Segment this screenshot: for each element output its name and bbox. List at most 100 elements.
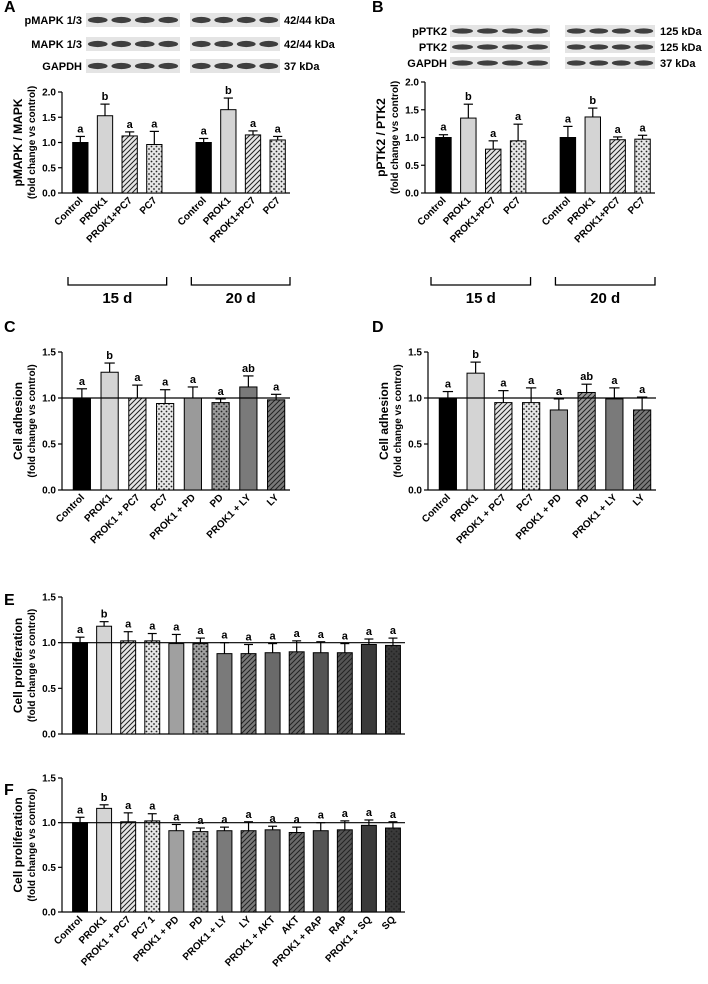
blot-band	[158, 40, 179, 48]
blot-image	[190, 59, 280, 73]
blot-image	[450, 25, 550, 37]
bar	[634, 138, 651, 194]
blot-band	[452, 28, 473, 34]
blot-band	[611, 60, 631, 66]
significance-letter: a	[611, 375, 618, 387]
blot-band	[236, 62, 256, 70]
bar	[72, 142, 89, 194]
bar	[156, 403, 175, 491]
significance-letter: a	[173, 811, 180, 823]
blot-band	[452, 44, 473, 50]
group-label: 15 d	[466, 290, 496, 307]
significance-letter: a	[294, 628, 301, 640]
y-tick-label: 1.5	[42, 593, 56, 604]
blot-band	[111, 62, 132, 70]
bar	[240, 830, 257, 913]
group-bracket	[554, 277, 656, 286]
blot-band	[502, 60, 523, 66]
bar	[435, 137, 452, 194]
blot-band	[191, 62, 211, 70]
blot-band	[111, 16, 132, 24]
y-tick-label: 1.5	[42, 113, 56, 124]
blot-size: 125 kDa	[660, 42, 702, 54]
bar	[466, 372, 485, 491]
bar	[522, 402, 541, 491]
bar	[216, 830, 233, 913]
x-tick-label: PC7	[138, 195, 160, 217]
blot-image	[565, 25, 655, 37]
x-tick-label: PROK1 + LY	[181, 914, 230, 963]
bar	[121, 135, 138, 194]
x-tick-label: PC7	[626, 195, 648, 217]
significance-letter: ab	[242, 363, 255, 375]
blot-band	[134, 16, 155, 24]
blot-band	[236, 16, 256, 24]
blot-band	[566, 28, 586, 34]
bar	[128, 397, 147, 491]
bar	[168, 830, 185, 913]
y-tick-label: 1.0	[408, 394, 422, 405]
significance-letter: a	[390, 625, 397, 637]
significance-letter: a	[500, 378, 507, 390]
significance-letter: a	[342, 808, 349, 820]
panel-letter: B	[372, 0, 384, 16]
blot-band	[566, 60, 586, 66]
y-tick-label: 1.0	[405, 133, 419, 144]
bar	[192, 643, 209, 735]
panel: C Cell adhesion (fold change vs control) 0.…	[4, 319, 290, 546]
y-tick-label: 1.5	[42, 774, 56, 785]
blot-band	[634, 60, 654, 66]
y-tick-label: 1.0	[42, 138, 56, 149]
blot-band	[527, 44, 548, 50]
significance-letter: a	[134, 372, 141, 384]
y-tick-label: 0.5	[42, 863, 56, 874]
y-axis-title: (fold change vs control)	[27, 86, 38, 199]
blot-image	[190, 13, 280, 27]
blot-band	[589, 28, 609, 34]
significance-letter: a	[490, 128, 497, 140]
bar	[146, 144, 163, 194]
blot-image	[450, 57, 550, 69]
significance-letter: a	[173, 621, 180, 633]
blot-band	[111, 40, 132, 48]
significance-letter: a	[201, 125, 208, 137]
y-tick-label: 0.0	[408, 486, 422, 497]
blot-image	[450, 41, 550, 53]
y-tick-label: 0.5	[405, 161, 419, 172]
blot-band	[452, 60, 473, 66]
bar	[288, 831, 305, 913]
blot-band	[191, 16, 211, 24]
bar	[72, 642, 88, 735]
panel-letter: F	[4, 782, 14, 799]
significance-letter: a	[318, 629, 325, 641]
blot-image	[86, 13, 180, 27]
bar	[577, 391, 596, 491]
y-axis-title: pPTK2 / PTK2	[374, 98, 388, 177]
blot-band	[611, 44, 631, 50]
bar	[72, 822, 88, 913]
significance-letter: a	[79, 376, 86, 388]
bar	[360, 824, 377, 913]
y-tick-label: 2.0	[42, 88, 56, 99]
y-tick-label: 0.0	[405, 189, 419, 200]
y-tick-label: 0.5	[42, 684, 56, 695]
panel-letter: C	[4, 319, 16, 336]
significance-letter: a	[151, 118, 158, 130]
blot-band	[87, 40, 108, 48]
significance-letter: a	[197, 625, 204, 637]
panel-letter: A	[4, 0, 16, 16]
bar	[264, 829, 281, 913]
y-axis-title: Cell proliferation	[11, 618, 25, 713]
panel-letter: D	[372, 319, 384, 336]
y-axis-title: pMAPK / MAPK	[11, 98, 25, 186]
bar	[96, 625, 113, 735]
bar	[269, 139, 286, 194]
blot-band	[527, 28, 548, 34]
bar	[120, 821, 137, 913]
bar	[609, 139, 626, 194]
y-tick-label: 0.5	[408, 440, 422, 451]
significance-letter: a	[270, 813, 277, 825]
significance-letter: a	[639, 384, 646, 396]
